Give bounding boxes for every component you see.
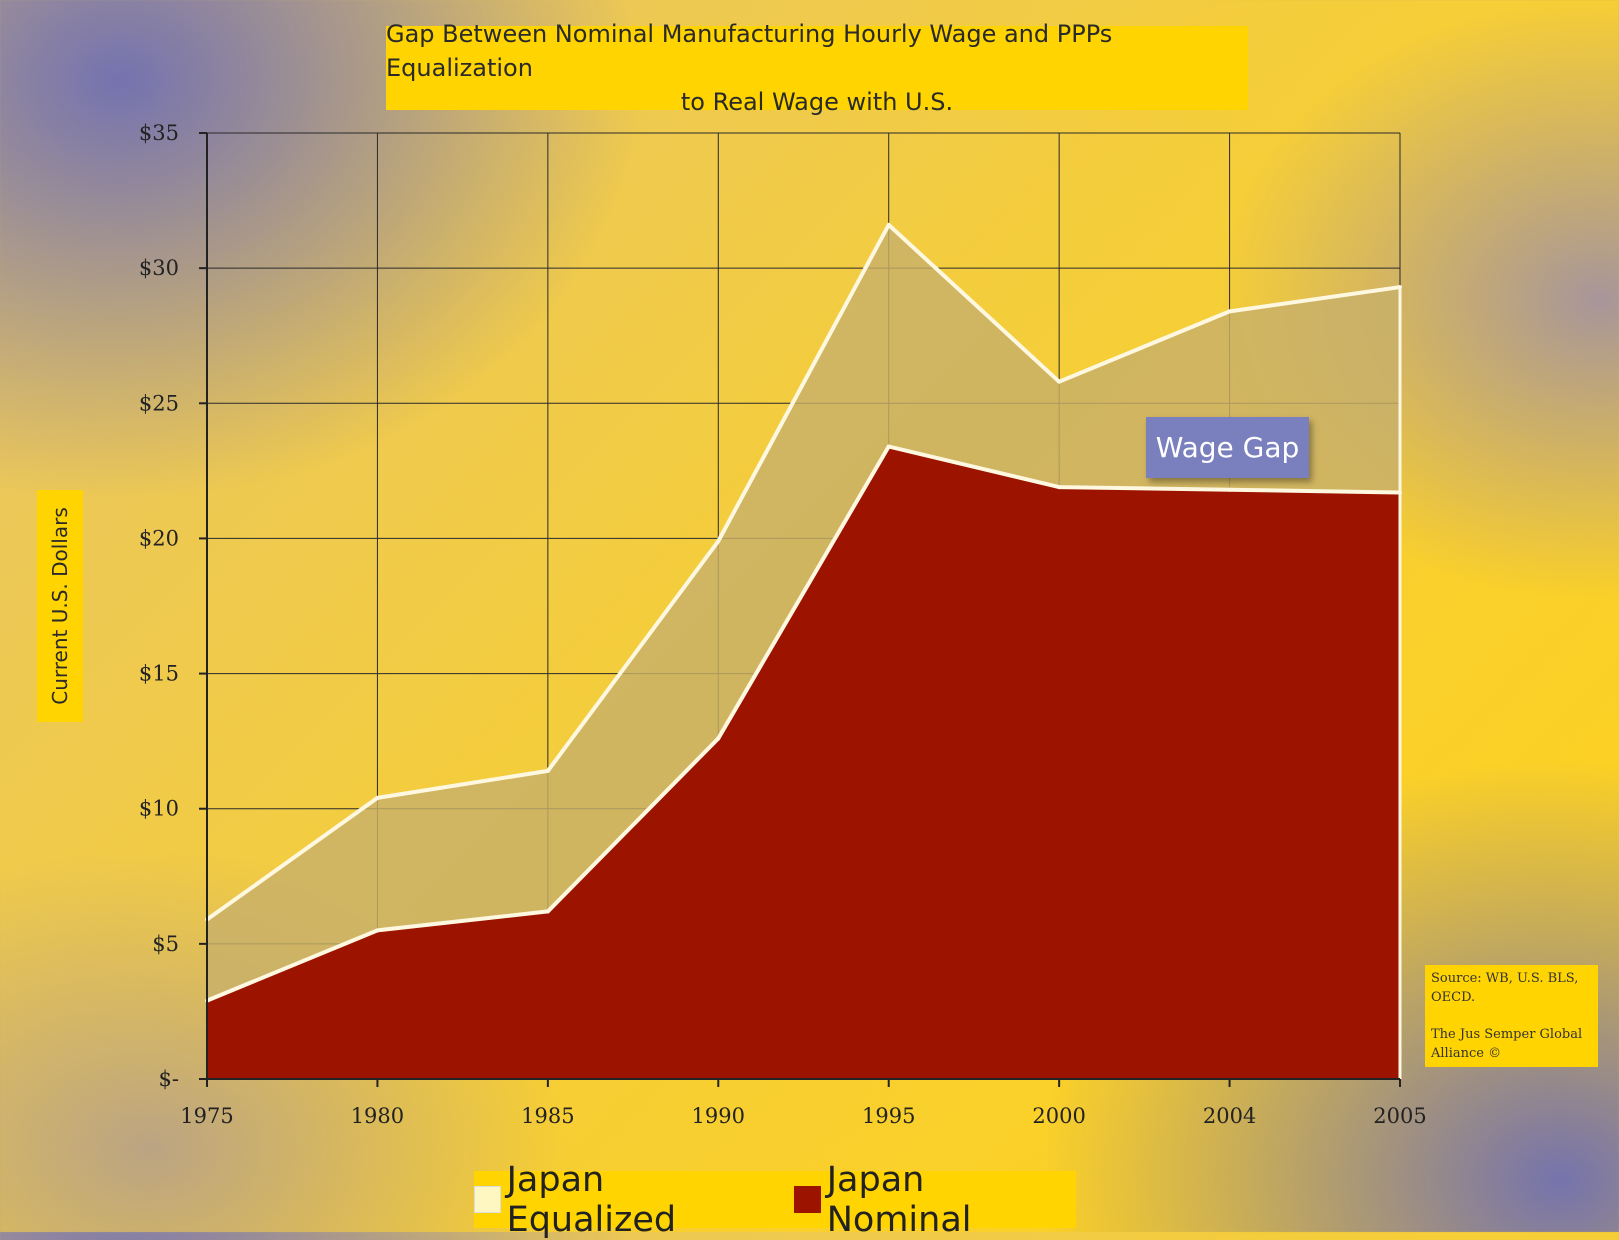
legend-label-equalized: Japan Equalized: [506, 1159, 677, 1240]
axes: [199, 132, 1401, 1087]
data-point: [886, 222, 891, 227]
legend-label-nominal: Japan Nominal: [826, 1159, 972, 1240]
x-tick-label: 1975: [180, 1104, 233, 1128]
data-point: [545, 768, 550, 773]
data-point: [375, 795, 380, 800]
y-axis-label: Current U.S. Dollars: [48, 507, 72, 705]
data-point: [1398, 285, 1402, 290]
x-tick-label: 2000: [1032, 1104, 1085, 1128]
series-area-japan-nominal: [207, 446, 1400, 1079]
data-point: [1227, 487, 1232, 492]
y-tick-label: $-: [159, 1067, 179, 1091]
wage-gap-annotation: Wage Gap: [1146, 417, 1309, 478]
data-point: [1227, 309, 1232, 314]
tick-labels: $- $5 $10 $15 $20 $25 $30 $35 1975 1980 1985 1990 19…: [139, 121, 1427, 1128]
y-tick-label: $15: [139, 662, 179, 686]
data-point: [1057, 379, 1062, 384]
x-tick-label: 2005: [1373, 1104, 1426, 1128]
data-point: [716, 736, 721, 741]
data-point: [545, 909, 550, 914]
chart-title: Gap Between Nominal Manufacturing Hourly…: [386, 20, 1248, 116]
source-line: Source: WB, U.S. BLS, OECD.: [1431, 971, 1579, 1005]
y-tick-label: $10: [139, 797, 179, 821]
legend: Japan Equalized Japan Nominal: [474, 1160, 1076, 1240]
x-tick-label: 1985: [521, 1104, 574, 1128]
legend-item-equalized: Japan Equalized: [474, 1160, 780, 1240]
legend-swatch-equalized: [474, 1186, 501, 1213]
y-tick-label: $5: [152, 932, 179, 956]
legend-item-nominal: Japan Nominal: [794, 1160, 1076, 1240]
data-point: [1057, 485, 1062, 490]
legend-swatch-nominal: [794, 1186, 821, 1213]
x-tick-label: 2004: [1203, 1104, 1256, 1128]
data-point: [1398, 490, 1402, 495]
y-tick-label: $25: [139, 391, 179, 415]
source-note: Source: WB, U.S. BLS, OECD. The Jus Semp…: [1425, 965, 1598, 1067]
data-point: [716, 539, 721, 544]
y-axis-label-box: Current U.S. Dollars: [37, 490, 83, 722]
y-tick-label: $35: [139, 121, 179, 145]
series-line-japan-equalized: [205, 222, 1401, 922]
y-tick-label: $20: [139, 526, 179, 550]
x-tick-label: 1980: [351, 1104, 404, 1128]
series-line-japan-nominal: [206, 444, 1401, 1003]
x-tick-label: 1995: [862, 1104, 915, 1128]
data-point: [375, 928, 380, 933]
chart-title-line1: Gap Between Nominal Manufacturing Hourly…: [386, 20, 1113, 82]
y-tick-label: $30: [139, 256, 179, 280]
copyright-line: The Jus Semper Global Alliance ©: [1431, 1027, 1583, 1061]
area-layer: [205, 222, 1402, 1079]
chart-title-line2: to Real Wage with U.S.: [680, 88, 954, 116]
data-point: [886, 444, 891, 449]
x-tick-label: 1990: [692, 1104, 745, 1128]
